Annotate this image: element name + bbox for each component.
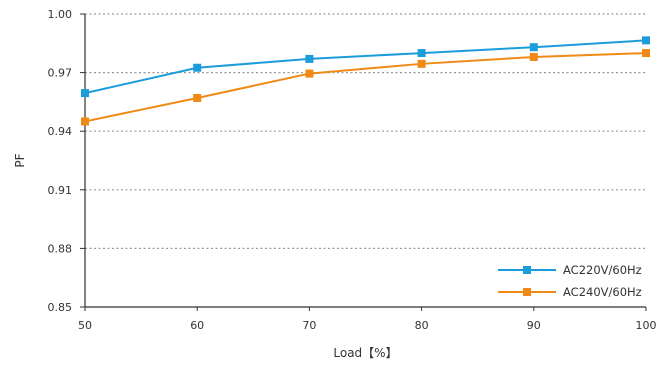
legend: AC220V/60Hz AC240V/60Hz — [498, 263, 642, 299]
data-point — [642, 49, 650, 58]
y-tick-label: 1.00 — [48, 8, 73, 21]
series-line-1 — [84, 39, 647, 95]
legend-label: AC220V/60Hz — [563, 263, 642, 277]
x-tick-label: 60 — [190, 319, 204, 332]
legend-label: AC240V/60Hz — [563, 285, 642, 299]
tick-labels: 0.85 0.88 0.91 0.94 0.97 1.00 50 60 70 80 90 100 — [48, 8, 657, 332]
series-lines — [81, 36, 650, 126]
data-point — [642, 36, 650, 45]
data-point — [193, 93, 202, 102]
x-tick-label: 50 — [78, 319, 92, 332]
data-point — [529, 52, 538, 61]
data-point — [529, 43, 538, 52]
y-axis-label: PF — [13, 153, 27, 167]
x-axis-label: Load【%】 — [333, 346, 397, 360]
grid-lines — [85, 13, 646, 249]
series-line-2 — [84, 52, 647, 123]
x-tick-label: 100 — [636, 319, 657, 332]
axes — [80, 13, 647, 311]
legend-marker — [523, 266, 531, 274]
y-tick-label: 0.97 — [48, 67, 73, 80]
x-tick-label: 90 — [527, 319, 541, 332]
data-point — [417, 59, 426, 68]
data-point — [305, 69, 314, 78]
data-point — [193, 63, 202, 72]
data-point — [305, 54, 314, 63]
data-point — [417, 49, 426, 58]
y-tick-label: 0.85 — [48, 301, 73, 314]
data-point — [81, 89, 89, 98]
y-tick-label: 0.88 — [48, 242, 73, 255]
y-tick-label: 0.94 — [48, 125, 73, 138]
x-tick-label: 70 — [302, 319, 316, 332]
x-tick-label: 80 — [415, 319, 429, 332]
data-point — [81, 117, 89, 126]
legend-marker — [523, 288, 531, 296]
y-tick-label: 0.91 — [48, 184, 73, 197]
